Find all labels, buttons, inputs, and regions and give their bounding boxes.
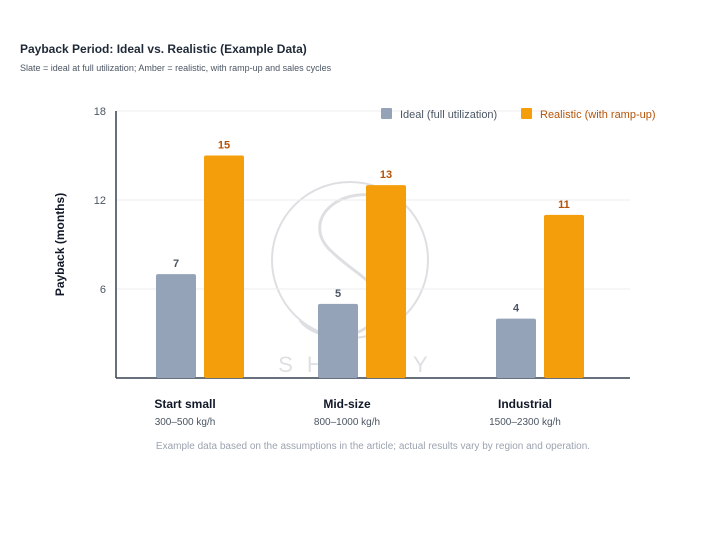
y-axis-title: Payback (months) [53,193,67,296]
x-category-label: Mid-size [323,397,371,411]
chart-title: Payback Period: Ideal vs. Realistic (Exa… [20,42,307,56]
bar-realistic [366,185,406,378]
chart-footnote: Example data based on the assumptions in… [155,441,591,452]
legend-label-realistic: Realistic (with ramp-up) [540,109,656,121]
bar-realistic [544,214,584,378]
y-tick-label: 12 [94,195,106,207]
x-category-sublabel: 1500–2300 kg/h [489,417,561,428]
legend-label-ideal: Ideal (full utilization) [400,109,497,121]
data-label-ideal: 4 [513,303,520,315]
x-category-label: Start small [154,397,215,411]
data-label-realistic: 13 [380,169,392,181]
data-label-ideal: 5 [335,288,341,300]
chart-subtitle: Slate = ideal at full utilization; Amber… [20,63,332,73]
legend-swatch-ideal [381,108,392,119]
x-category-label: Industrial [498,397,552,411]
y-tick-label: 18 [94,106,106,118]
x-category-sublabel: 800–1000 kg/h [314,417,380,428]
data-label-ideal: 7 [173,258,179,270]
bar-ideal [318,303,358,378]
data-label-realistic: 11 [558,199,570,211]
watermark-text: SHULIY [278,352,441,377]
data-label-realistic: 15 [218,140,230,152]
y-tick-label: 6 [100,284,106,296]
bar-ideal [496,318,536,378]
x-category-sublabel: 300–500 kg/h [155,417,216,428]
bar-realistic [204,155,244,378]
bar-ideal [156,274,196,378]
legend-swatch-realistic [521,108,532,119]
